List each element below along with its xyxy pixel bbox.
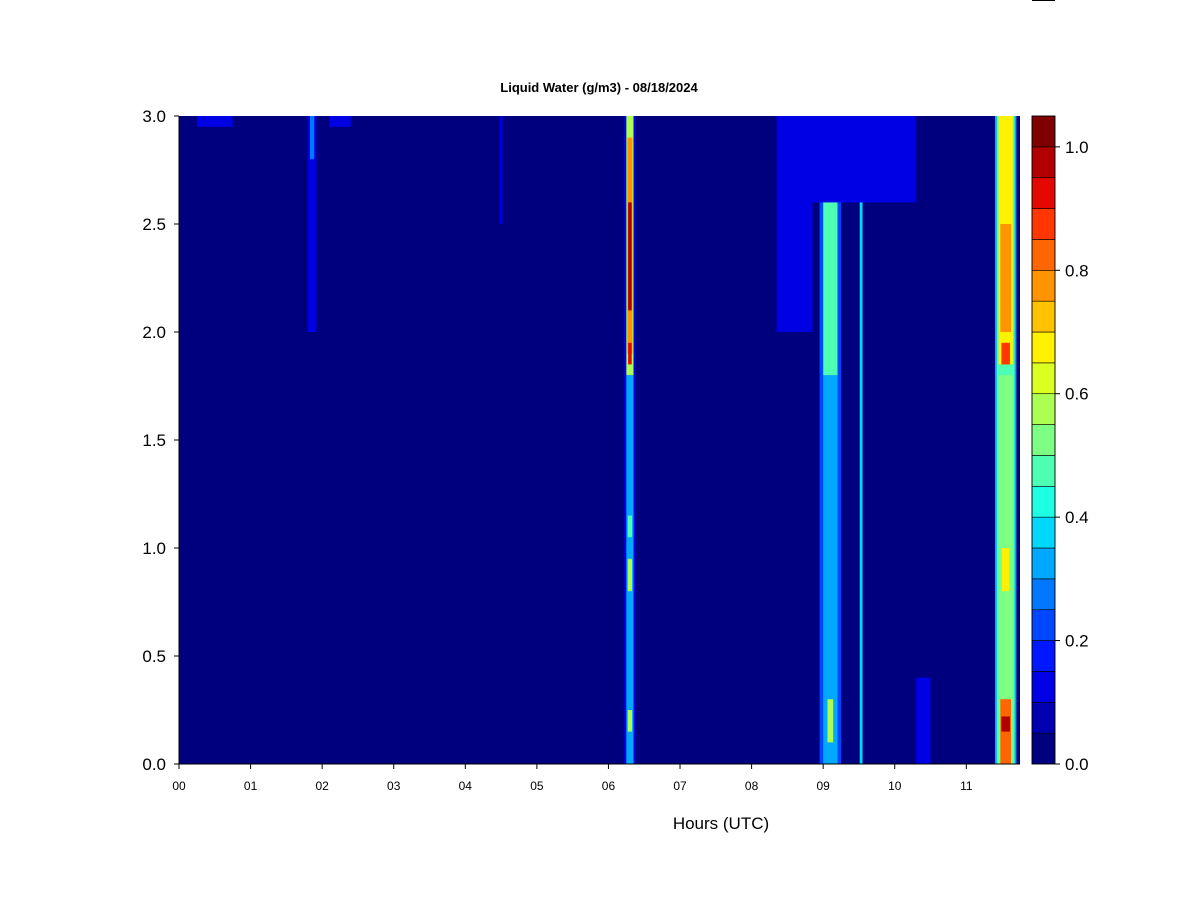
colorbar-frame	[1031, 115, 1056, 765]
colorbar-segment	[1031, 516, 1056, 549]
heatmap-cell	[628, 202, 632, 311]
x-axis: 00 01 02 03 04 05 06 07 08 09 10 11	[172, 763, 1020, 793]
colorbar-segment	[1031, 671, 1056, 703]
heatmap-cell	[1002, 548, 1010, 592]
colorbar-tick-label: 0.2	[1065, 632, 1089, 651]
heatmap-cell	[823, 375, 838, 764]
colorbar-segment	[1031, 393, 1056, 425]
heatmap-background	[179, 116, 1020, 764]
colorbar-segment	[1031, 732, 1056, 765]
heatmap-cell	[1001, 716, 1010, 732]
heatmap-cell	[627, 710, 633, 732]
y-tick-label: 2.0	[142, 323, 166, 342]
heatmap-cell	[627, 558, 633, 592]
colorbar: 0.0 0.2 0.4 0.6 0.8 1.0	[1031, 115, 1089, 774]
x-tick-label: 02	[315, 779, 329, 793]
colorbar-segment	[1031, 609, 1056, 641]
colorbar-tick-label: 1.0	[1065, 138, 1089, 157]
heatmap-cell	[307, 116, 317, 332]
y-tick-label: 1.0	[142, 539, 166, 558]
colorbar-segment	[1031, 362, 1056, 395]
colorbar-segment	[1031, 485, 1056, 518]
colorbar-segment	[1031, 424, 1056, 456]
colorbar-segment	[1031, 640, 1056, 672]
y-tick-label: 3.0	[142, 107, 166, 126]
colorbar-segment	[1031, 701, 1056, 734]
colorbar-segment	[1031, 269, 1056, 302]
y-tick-label: 0.5	[142, 647, 166, 666]
colorbar-segment	[1031, 300, 1056, 333]
x-tick-label: 01	[244, 779, 258, 793]
heatmap-cell	[1000, 224, 1012, 332]
colorbar-segment	[1031, 239, 1056, 271]
x-tick-label: 03	[387, 779, 401, 793]
colorbar-segment	[1031, 455, 1056, 487]
colorbar-segment	[1031, 208, 1056, 240]
colorbar-tick-label: 0.8	[1065, 261, 1089, 280]
colorbar-segment	[1031, 177, 1056, 209]
x-tick-label: 10	[888, 779, 902, 793]
x-tick-label: 06	[602, 779, 616, 793]
colorbar-tick-label: 0.4	[1065, 508, 1089, 527]
heatmap-cell	[859, 116, 863, 764]
colorbar-tick-label: 0.0	[1065, 755, 1089, 774]
x-tick-label: 00	[172, 779, 186, 793]
colorbar-segment	[1031, 547, 1056, 580]
heatmap-cell	[628, 342, 632, 365]
colorbar-segment	[1031, 146, 1056, 179]
heatmap-cell	[329, 116, 351, 127]
heatmap-cell	[499, 116, 503, 224]
x-tick-label: 04	[459, 779, 473, 793]
x-tick-label: 09	[816, 779, 830, 793]
y-axis: 0.0 0.5 1.0 1.5 2.0 2.5 3.0	[142, 107, 180, 774]
y-tick-label: 2.5	[142, 215, 166, 234]
colorbar-tick-label: 0.6	[1065, 385, 1089, 404]
y-tick-label: 1.5	[142, 431, 166, 450]
heatmap-cell	[309, 116, 315, 160]
colorbar-segment	[1031, 115, 1056, 148]
x-tick-label: 11	[960, 779, 973, 793]
y-tick-label: 0.0	[142, 755, 166, 774]
colorbar-segment	[1031, 331, 1056, 364]
x-axis-label: Hours (UTC)	[673, 814, 769, 833]
x-tick-label: 05	[530, 779, 544, 793]
heatmap-cell	[1001, 342, 1010, 365]
chart-title: Liquid Water (g/m3) - 08/18/2024	[500, 80, 698, 95]
x-tick-label: 08	[745, 779, 759, 793]
x-tick-label: 07	[673, 779, 687, 793]
heatmap-cell	[196, 116, 233, 127]
heatmap-cell	[801, 116, 917, 203]
heatmap-cell	[827, 699, 834, 743]
heatmap-cell	[916, 677, 931, 764]
colorbar-segment	[1031, 578, 1056, 611]
heatmap-cell	[627, 515, 633, 538]
plot-area	[179, 116, 1020, 764]
